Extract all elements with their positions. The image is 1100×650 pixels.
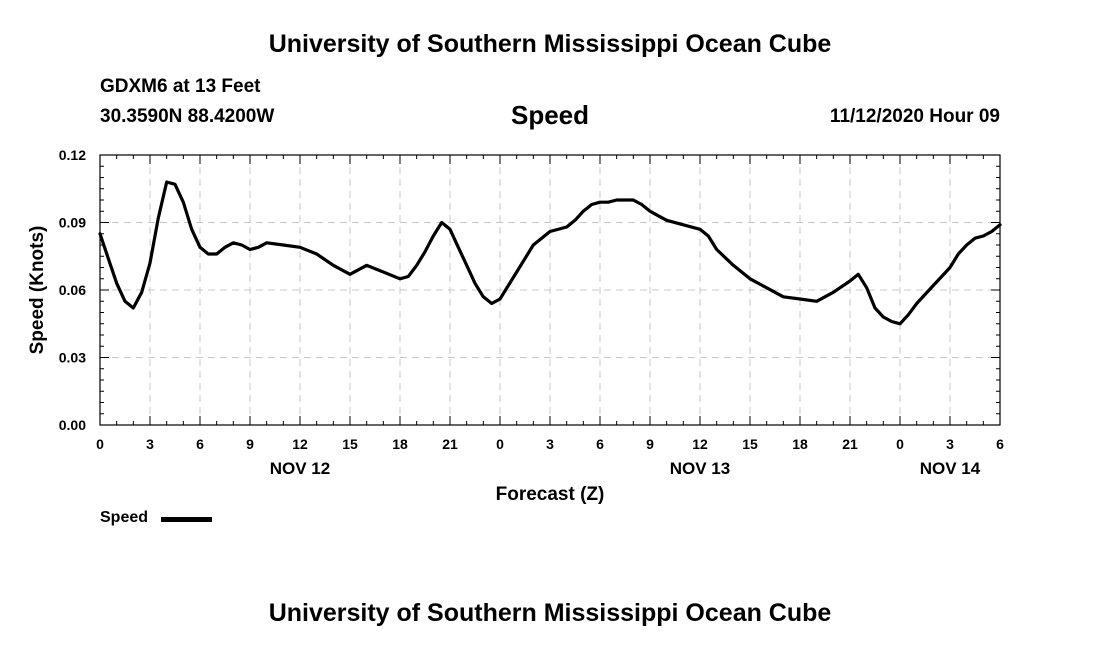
coordinates-label: 30.3590N 88.4200W bbox=[100, 106, 275, 127]
x-tick-label: 15 bbox=[342, 436, 358, 452]
x-tick-label: 9 bbox=[246, 436, 254, 452]
x-tick-label: 21 bbox=[842, 436, 858, 452]
x-tick-label: 12 bbox=[692, 436, 708, 452]
legend-swatch bbox=[161, 517, 212, 522]
x-tick-label: 3 bbox=[546, 436, 554, 452]
date-label: NOV 14 bbox=[920, 459, 981, 478]
y-tick-label: 0.12 bbox=[59, 147, 86, 163]
x-tick-label: 0 bbox=[496, 436, 504, 452]
y-tick-label: 0.03 bbox=[59, 350, 86, 366]
issue-time: 11/12/2020 Hour 09 bbox=[829, 106, 1000, 127]
series-line-speed bbox=[98, 180, 1002, 326]
plot-title: Speed bbox=[510, 100, 590, 130]
x-tick-label: 12 bbox=[292, 436, 308, 452]
x-tick-label: 3 bbox=[146, 436, 154, 452]
x-tick-label: 21 bbox=[442, 436, 458, 452]
x-tick-label: 3 bbox=[946, 436, 954, 452]
date-label: NOV 12 bbox=[270, 459, 330, 478]
x-tick-label: 6 bbox=[596, 436, 604, 452]
plot-frame bbox=[99, 154, 1001, 426]
y-tick-label: 0.00 bbox=[59, 417, 86, 433]
x-tick-label: 18 bbox=[392, 436, 408, 452]
x-tick-label: 0 bbox=[96, 436, 104, 452]
y-axis-label: Speed (Knots) bbox=[27, 226, 48, 355]
legend-label: Speed bbox=[100, 509, 149, 526]
x-tick-label: 6 bbox=[196, 436, 204, 452]
x-tick-label: 0 bbox=[896, 436, 904, 452]
date-label: NOV 13 bbox=[670, 459, 730, 478]
y-tick-label: 0.06 bbox=[59, 282, 86, 298]
x-tick-label: 18 bbox=[792, 436, 808, 452]
y-tick-label: 0.09 bbox=[59, 215, 86, 231]
bottom-title: University of Southern Mississippi Ocean… bbox=[268, 599, 832, 627]
x-tick-label: 9 bbox=[646, 436, 654, 452]
x-tick-label: 15 bbox=[742, 436, 758, 452]
top-title: University of Southern Mississippi Ocean… bbox=[268, 30, 832, 58]
x-axis-label: Forecast (Z) bbox=[496, 484, 605, 505]
station-label: GDXM6 at 13 Feet bbox=[100, 76, 261, 97]
x-tick-label: 6 bbox=[996, 436, 1004, 452]
